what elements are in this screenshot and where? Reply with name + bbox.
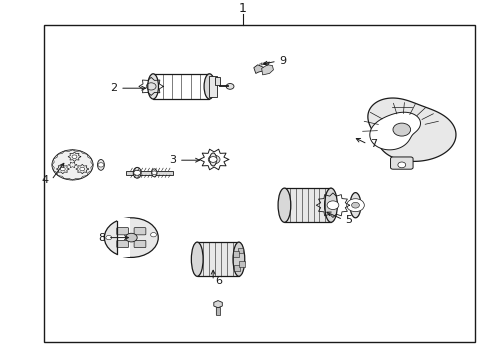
- Bar: [239, 261, 245, 267]
- Bar: [233, 251, 239, 257]
- Circle shape: [80, 167, 85, 171]
- Circle shape: [226, 84, 234, 89]
- Bar: [126, 171, 172, 175]
- Ellipse shape: [350, 193, 361, 218]
- Circle shape: [60, 167, 65, 171]
- Ellipse shape: [204, 74, 215, 99]
- Ellipse shape: [152, 169, 157, 177]
- Circle shape: [125, 233, 137, 242]
- Circle shape: [106, 235, 112, 240]
- Bar: [117, 218, 130, 257]
- Bar: [153, 74, 210, 99]
- FancyBboxPatch shape: [117, 228, 128, 235]
- Ellipse shape: [233, 242, 245, 276]
- Ellipse shape: [278, 188, 291, 222]
- Text: 5: 5: [345, 215, 352, 225]
- Circle shape: [347, 199, 365, 212]
- FancyBboxPatch shape: [134, 228, 146, 235]
- Bar: [234, 265, 240, 271]
- Bar: [216, 307, 220, 315]
- Bar: [284, 188, 331, 222]
- Circle shape: [104, 218, 158, 257]
- Ellipse shape: [325, 188, 337, 222]
- Polygon shape: [370, 112, 420, 150]
- Circle shape: [208, 155, 220, 164]
- Circle shape: [134, 170, 141, 175]
- Circle shape: [98, 163, 104, 167]
- Text: 6: 6: [216, 276, 222, 286]
- Bar: [209, 76, 217, 97]
- Circle shape: [398, 162, 406, 168]
- Polygon shape: [368, 98, 456, 161]
- Ellipse shape: [98, 159, 104, 170]
- Bar: [44, 25, 475, 342]
- Polygon shape: [214, 301, 222, 308]
- Circle shape: [152, 171, 157, 175]
- Circle shape: [327, 201, 339, 210]
- Text: 2: 2: [110, 83, 118, 93]
- Text: 1: 1: [239, 3, 246, 15]
- Ellipse shape: [210, 153, 217, 166]
- Polygon shape: [262, 65, 273, 75]
- Circle shape: [209, 157, 217, 162]
- Ellipse shape: [133, 167, 141, 178]
- Text: 4: 4: [42, 175, 49, 185]
- Text: 8: 8: [98, 233, 105, 243]
- Circle shape: [52, 150, 93, 180]
- Text: 3: 3: [170, 155, 176, 165]
- Bar: [238, 248, 244, 253]
- Polygon shape: [254, 62, 270, 73]
- Bar: [216, 77, 220, 85]
- Text: 7: 7: [370, 139, 377, 149]
- Circle shape: [393, 123, 411, 136]
- Ellipse shape: [148, 74, 159, 99]
- Text: 9: 9: [279, 56, 287, 66]
- FancyBboxPatch shape: [391, 157, 413, 169]
- FancyBboxPatch shape: [134, 240, 146, 248]
- Circle shape: [72, 155, 77, 158]
- FancyBboxPatch shape: [117, 240, 128, 248]
- Circle shape: [150, 233, 156, 237]
- Bar: [197, 242, 239, 276]
- Ellipse shape: [191, 242, 203, 276]
- Circle shape: [352, 202, 360, 208]
